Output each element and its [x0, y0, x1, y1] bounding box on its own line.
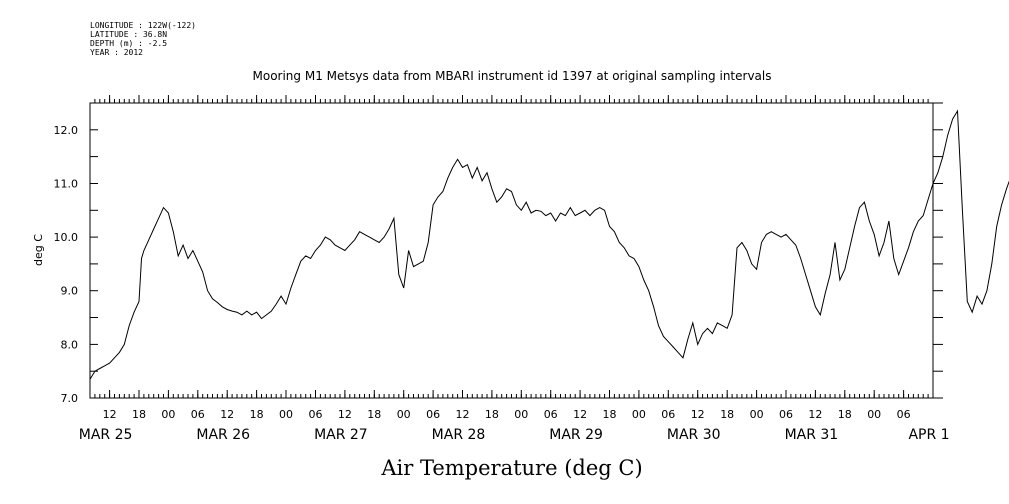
day-label: MAR 26	[196, 427, 250, 443]
plot-frame	[89, 102, 934, 399]
hour-tick-label: 12	[338, 408, 352, 421]
meta-year: YEAR : 2012	[90, 48, 143, 57]
hour-tick-label: 18	[838, 408, 852, 421]
hour-tick-label: 06	[779, 408, 793, 421]
y-axis-label: deg C	[32, 234, 45, 266]
day-label: MAR 28	[432, 427, 486, 443]
hour-tick-label: 18	[250, 408, 264, 421]
chart-title: Mooring M1 Metsys data from MBARI instru…	[253, 69, 772, 83]
hour-tick-label: 06	[661, 408, 675, 421]
y-tick-label: 8.0	[61, 338, 79, 351]
hour-tick-label: 00	[279, 408, 293, 421]
y-tick-label: 10.0	[54, 231, 79, 244]
hour-tick-label: 06	[544, 408, 558, 421]
hour-tick-label: 00	[867, 408, 881, 421]
hour-tick-label: 06	[191, 408, 205, 421]
x-minor-ticks	[94, 99, 929, 398]
day-label: MAR 31	[785, 427, 839, 443]
hour-tick-label: 18	[132, 408, 146, 421]
meta-latitude: LATITUDE : 36.8N	[90, 30, 168, 39]
hour-tick-label: 18	[367, 408, 381, 421]
hour-tick-label: 12	[808, 408, 822, 421]
hour-tick-label: 00	[514, 408, 528, 421]
hour-tick-label: 06	[426, 408, 440, 421]
y-tick-label: 12.0	[54, 124, 79, 137]
metadata-block: LONGITUDE : 122W(-122) LATITUDE : 36.8N …	[90, 21, 196, 57]
y-axis-ticks	[90, 102, 943, 399]
hour-tick-label: 18	[720, 408, 734, 421]
day-label: APR 1	[908, 427, 949, 443]
meta-longitude: LONGITUDE : 122W(-122)	[90, 21, 196, 30]
series-line-air-temperature	[89, 109, 1009, 380]
hour-tick-label: 12	[573, 408, 587, 421]
meta-depth: DEPTH (m) : -2.5	[90, 39, 168, 48]
hour-tick-label: 06	[309, 408, 323, 421]
hour-tick-label: 06	[897, 408, 911, 421]
x-major-ticks	[109, 95, 905, 398]
y-tick-label: 11.0	[54, 178, 79, 191]
day-label: MAR 30	[667, 427, 721, 443]
x-axis-label: Air Temperature (deg C)	[380, 456, 642, 480]
hour-tick-label: 00	[750, 408, 764, 421]
hour-tick-label: 00	[161, 408, 175, 421]
hour-tick-label: 00	[632, 408, 646, 421]
hour-tick-label: 00	[397, 408, 411, 421]
y-tick-labels: 7.0 8.0 9.0 10.0 11.0 12.0	[54, 124, 79, 405]
hour-tick-label: 12	[691, 408, 705, 421]
hour-tick-label: 12	[103, 408, 117, 421]
hour-tick-label: 12	[456, 408, 470, 421]
day-label: MAR 25	[79, 427, 133, 443]
day-label: MAR 27	[314, 427, 368, 443]
day-label: MAR 29	[549, 427, 603, 443]
hour-tick-label: 12	[220, 408, 234, 421]
hour-tick-label: 18	[485, 408, 499, 421]
y-tick-label: 9.0	[61, 285, 79, 298]
y-tick-label: 7.0	[61, 392, 79, 405]
hour-tick-label: 18	[603, 408, 617, 421]
day-labels: MAR 25 MAR 26 MAR 27 MAR 28 MAR 29 MAR 30 MAR …	[79, 427, 950, 443]
hour-tick-labels: 12 18 00 06 12 18 00 06 12 18 00 06 12 18 00 06 12 18 00 06…	[103, 408, 911, 421]
